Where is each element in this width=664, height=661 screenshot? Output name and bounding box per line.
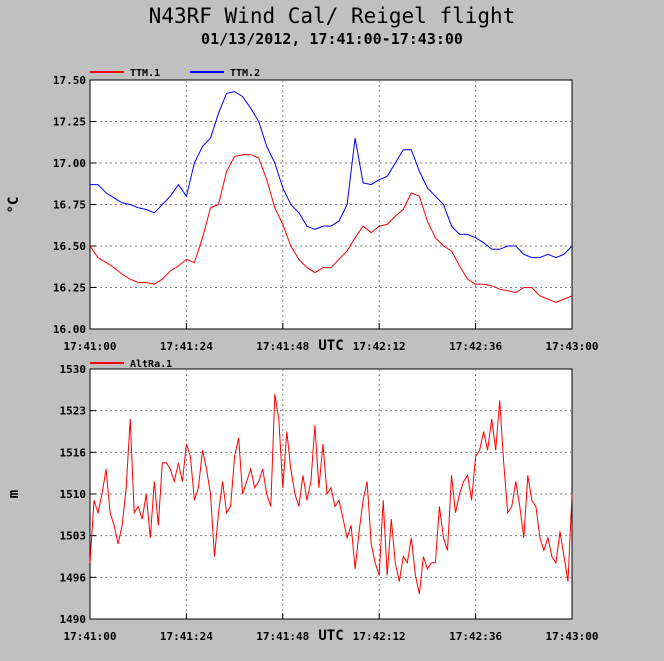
- legend-label-altra1: AltRa.1: [130, 359, 172, 370]
- x-tick-label: 17:42:12: [353, 340, 406, 353]
- y-tick-label: 16.00: [53, 323, 86, 336]
- series-group-temperature: [89, 91, 573, 303]
- y-tick-label: 1523: [60, 405, 87, 418]
- series-line-altra1: [89, 393, 573, 595]
- series-line-ttm2: [90, 91, 573, 259]
- x-tick-labels-altitude: 17:41:00 17:41:24 17:41:48 17:42:12 17:42:36…: [64, 630, 599, 643]
- x-tick-label: 17:43:00: [546, 630, 599, 643]
- series-group-altitude: [89, 393, 573, 595]
- y-tick-label: 16.75: [53, 199, 86, 212]
- y-tick-label: 16.25: [53, 282, 86, 295]
- x-tick-label: 17:41:48: [256, 630, 309, 643]
- y-tick-label: 17.00: [53, 157, 86, 170]
- legend-label-ttm1: TTM.1: [130, 68, 160, 79]
- y-tick-label: 1490: [60, 613, 87, 626]
- x-axis-label-temperature: UTC: [318, 338, 343, 354]
- grid-temperature: [89, 79, 573, 330]
- y-tick-label: 1530: [60, 363, 87, 376]
- x-tick-label: 17:41:24: [160, 340, 213, 353]
- grid-altitude: [89, 368, 573, 620]
- x-tick-label: 17:41:00: [64, 630, 117, 643]
- x-tick-labels-temperature: 17:41:00 17:41:24 17:41:48 17:42:12 17:42:36…: [64, 340, 599, 353]
- y-tick-label: 1516: [60, 446, 87, 459]
- series-line-ttm1: [89, 154, 573, 303]
- y-tick-label: 1503: [60, 530, 87, 543]
- chart-title: N43RF Wind Cal/ Reigel flight: [148, 4, 516, 28]
- y-axis-label-temperature: °C: [6, 197, 22, 214]
- legend-label-ttm2: TTM.2: [230, 68, 260, 79]
- x-tick-label: 17:42:36: [449, 630, 502, 643]
- y-tick-label: 17.50: [53, 74, 86, 87]
- x-tick-label: 17:41:48: [256, 340, 309, 353]
- y-tick-label: 16.50: [53, 240, 86, 253]
- x-tick-label: 17:41:00: [64, 340, 117, 353]
- y-axis-label-altitude: m: [6, 490, 22, 498]
- y-tick-label: 1510: [60, 488, 87, 501]
- y-tick-label: 17.25: [53, 116, 86, 129]
- x-tick-label: 17:42:12: [353, 630, 406, 643]
- y-tick-labels-altitude: 1530 1523 1516 1510 1503 1496 1490: [60, 363, 87, 626]
- x-tick-label: 17:42:36: [449, 340, 502, 353]
- x-tick-label: 17:43:00: [546, 340, 599, 353]
- x-axis-label-altitude: UTC: [318, 628, 343, 644]
- y-tick-label: 1496: [60, 571, 87, 584]
- chart-subtitle: 01/13/2012, 17:41:00-17:43:00: [201, 30, 463, 48]
- x-tick-label: 17:41:24: [160, 630, 213, 643]
- y-tick-labels-temperature: 17.50 17.25 17.00 16.75 16.50 16.25 16.00: [53, 74, 86, 336]
